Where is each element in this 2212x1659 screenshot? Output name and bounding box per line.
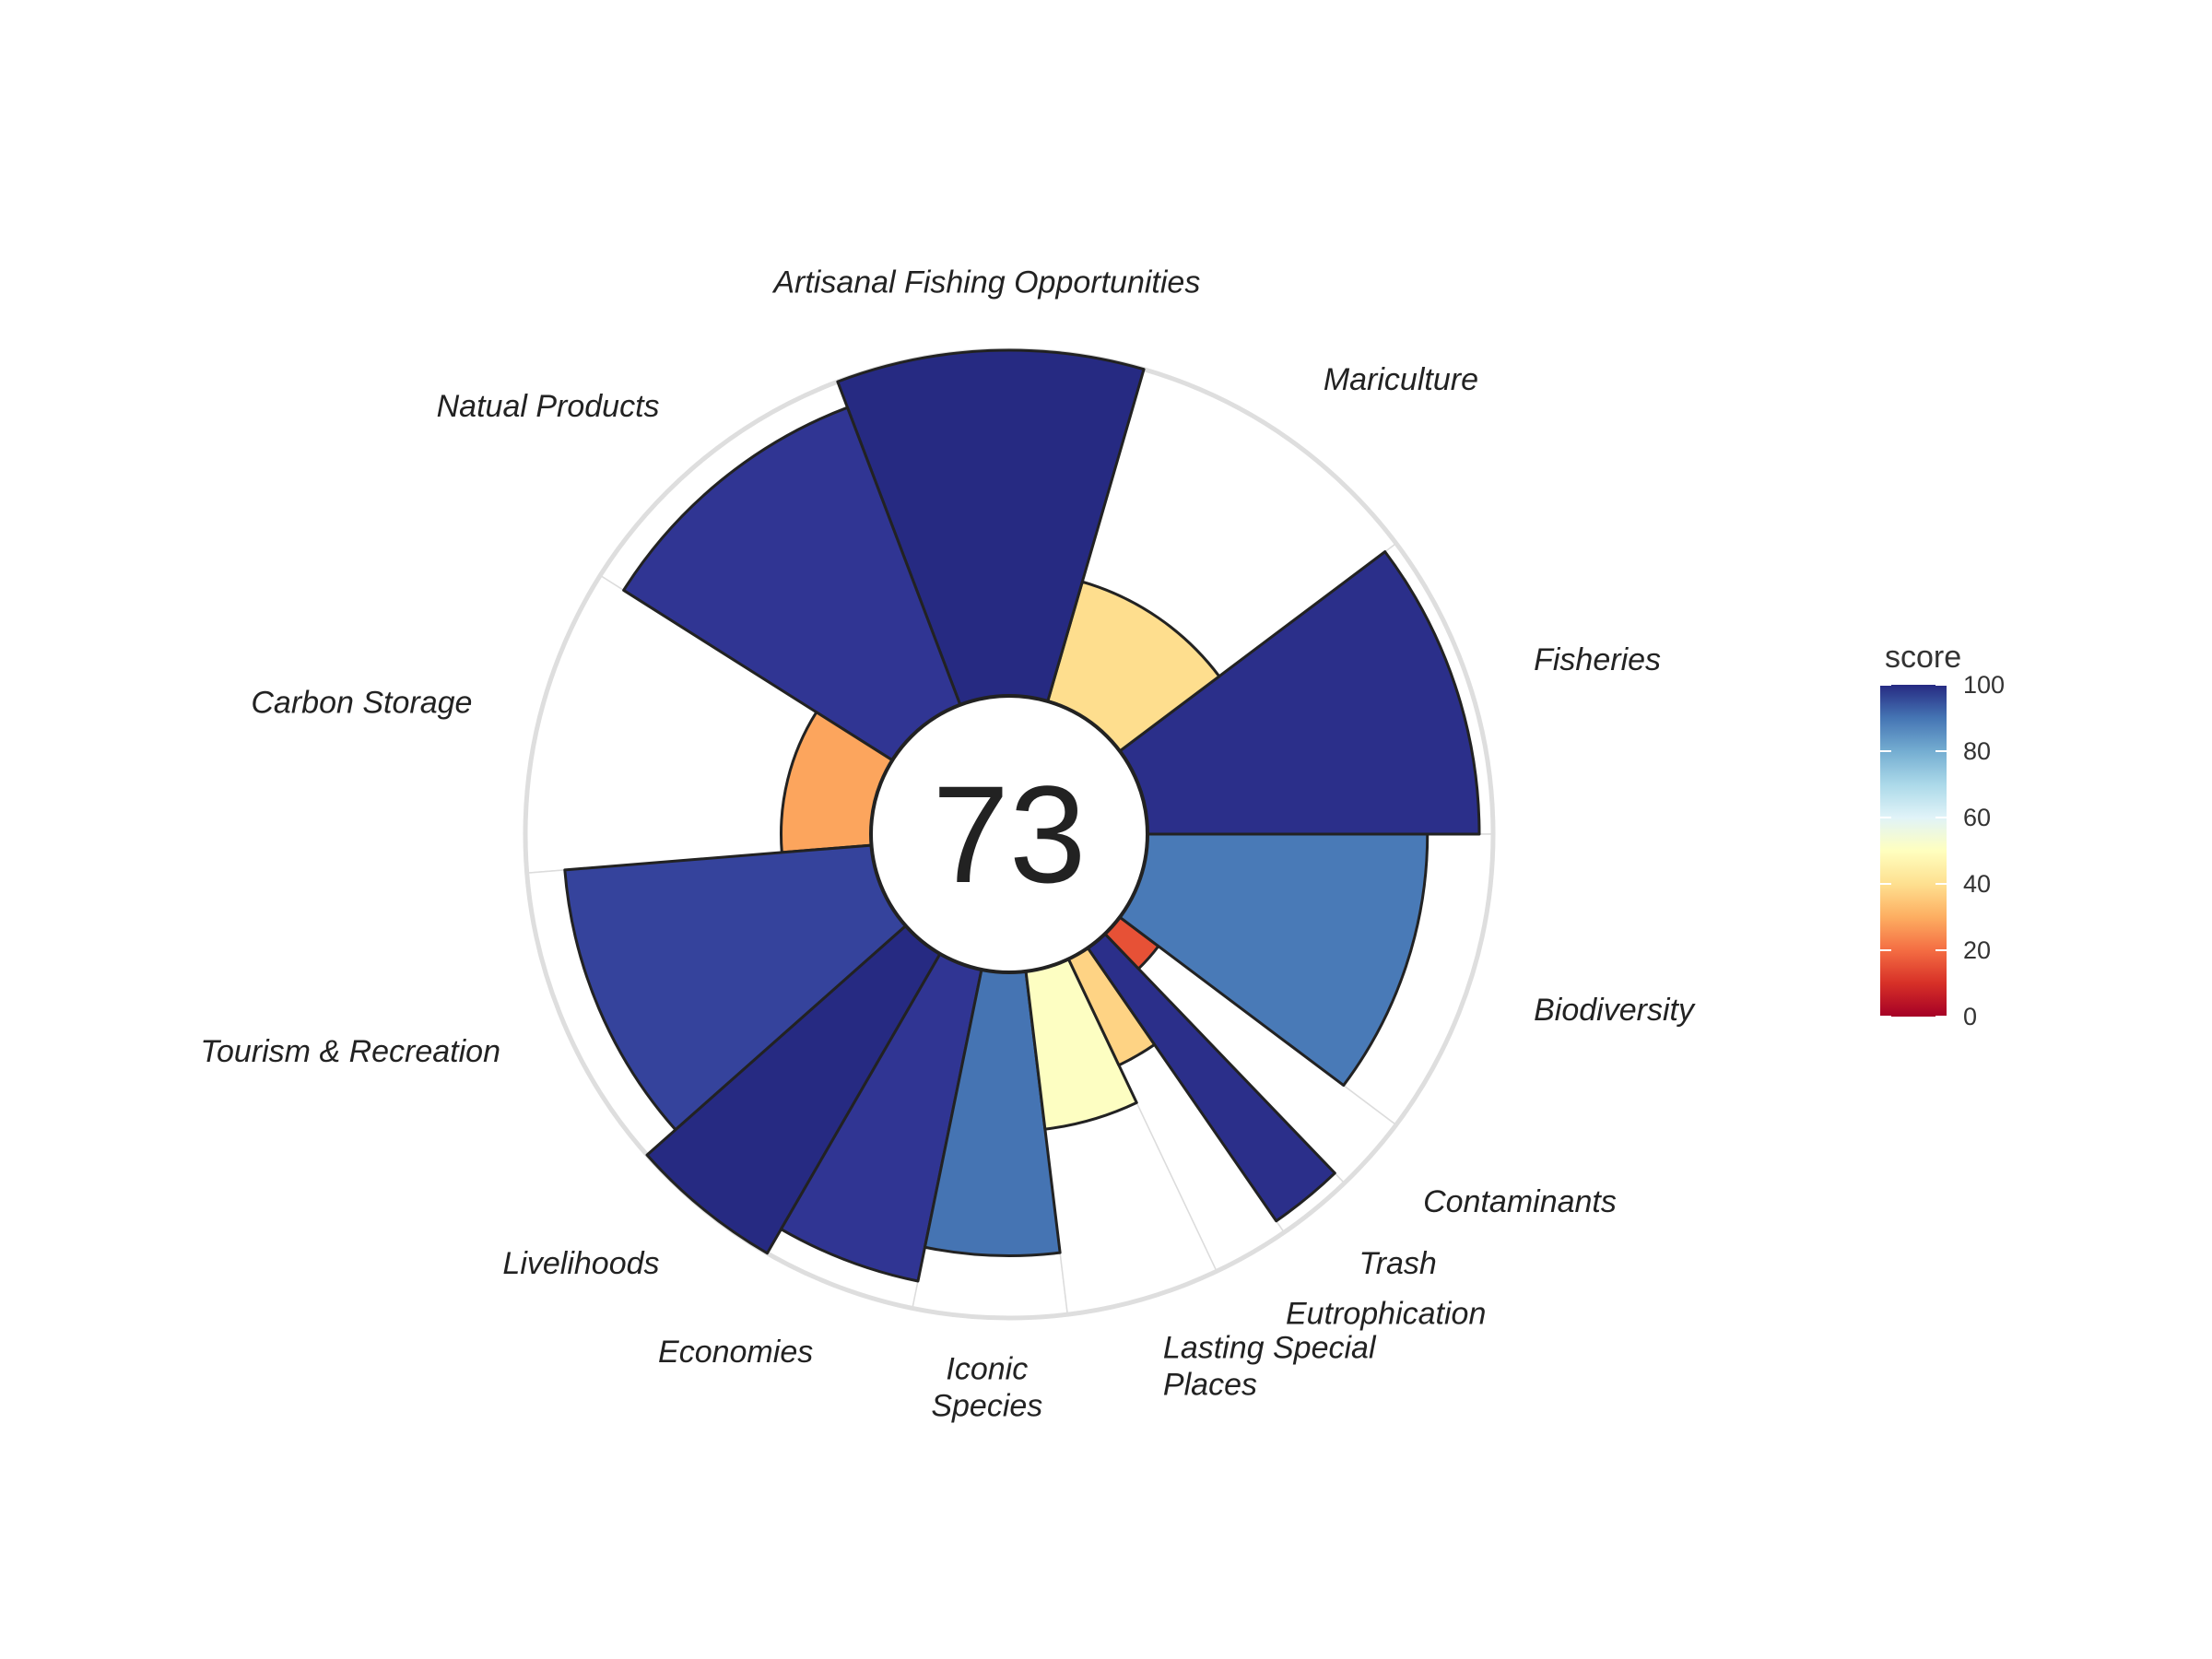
goal-label-economies: Economies [658,1335,813,1370]
goal-label-iconic-species: Iconic Species [931,1352,1042,1424]
legend-colorbar [1880,685,1947,1017]
goal-label-carbon-storage: Carbon Storage [251,685,472,720]
goal-label-tourism-recreation: Tourism & Recreation [200,1034,500,1069]
goal-label-contaminants: Contaminants [1423,1184,1617,1219]
goal-label-fisheries: Fisheries [1534,642,1661,677]
legend-tick-label: 80 [1963,737,1991,765]
center-disk [869,694,1149,974]
goal-label-lasting-special-places: Lasting Special Places [1163,1330,1377,1402]
legend-tick-label: 0 [1963,1003,1977,1030]
goal-label-livelihoods: Livelihoods [502,1246,659,1281]
legend-tick-label: 40 [1963,870,1991,898]
goal-label-biodiversity: Biodiversity [1534,993,1696,1028]
legend-title: score [1885,640,1961,675]
goal-label-trash: Trash [1359,1246,1436,1281]
legend-tick-label: 100 [1963,671,2005,699]
legend-tick-label: 20 [1963,936,1991,964]
goal-label-mariculture: Mariculture [1324,362,1478,397]
wedges-group [523,347,1496,1321]
center-score: 73 [933,757,1087,912]
legend: score 0 20 40 60 80 100 [1880,640,2005,1030]
legend-tick-label: 60 [1963,804,1991,831]
goal-label-eutrophication: Eutrophication [1286,1297,1486,1332]
legend-ticks: 0 20 40 60 80 100 [1880,671,2005,1030]
goal-labels-group: Fisheries Mariculture Artisanal Fishing Op… [200,265,1696,1423]
goal-label-artisanal-fishing-opportunities: Artisanal Fishing Opportunities [771,265,1200,300]
goal-label-natual-products: Natual Products [437,389,660,424]
